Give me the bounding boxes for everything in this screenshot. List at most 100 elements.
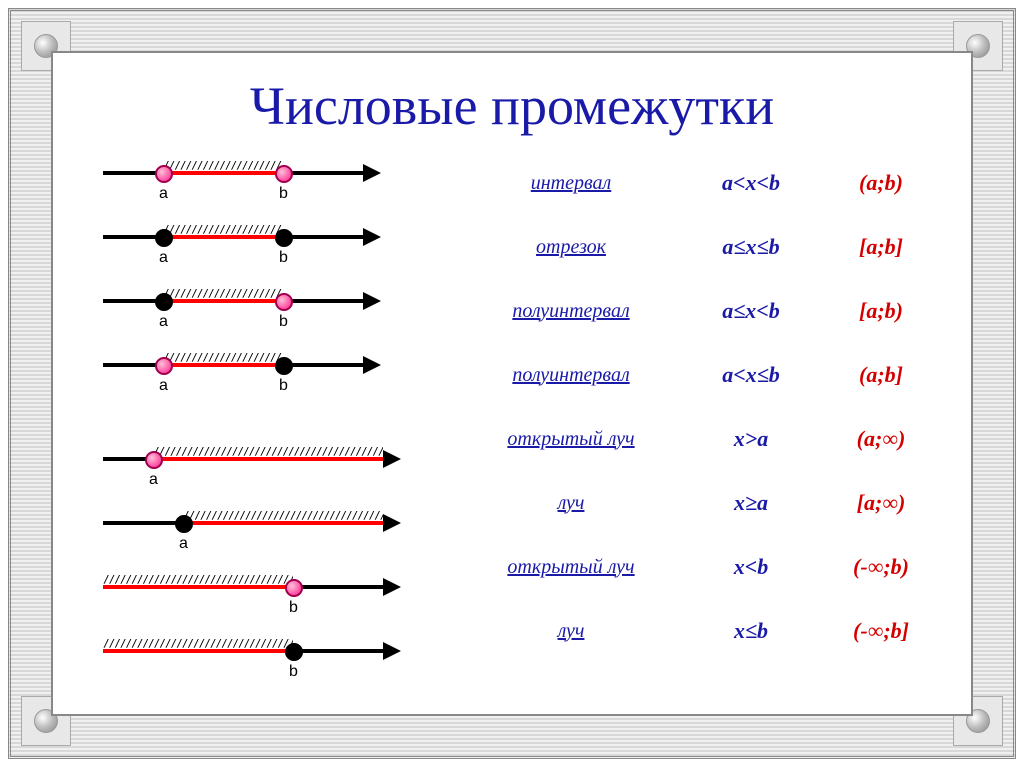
hatch-marks: ////////////////////////////////////////… [163,287,283,299]
interval-name: луч [461,620,681,643]
point-label: a [159,313,168,331]
diagrams-column: ////////////////////////////////////////… [83,145,461,691]
point-label: b [289,599,298,617]
closed-point-icon [275,229,293,247]
interval-segment [163,171,283,175]
closed-point-icon [175,515,193,533]
diagram-row: ////////////////////////////////////////… [83,627,461,691]
interval-name: полуинтервал [461,300,681,323]
point-label: a [159,185,168,203]
definition-row: интервалa<x<b(a;b) [461,151,941,215]
interval-notation: (-∞;b] [821,618,941,644]
arrowhead-icon [363,356,381,374]
interval-segment [153,457,383,461]
arrowhead-icon [383,578,401,596]
number-line-diagram: ////////////////////////////////////////… [103,631,423,687]
content-panel: Числовые промежутки ////////////////////… [51,51,973,716]
open-point-icon [155,357,173,375]
open-point-icon [275,293,293,311]
interval-name: интервал [461,172,681,195]
inequality-notation: x≥a [681,490,821,516]
hatch-marks: ////////////////////////////////////////… [103,637,293,649]
diagram-row: ////////////////////////////////////////… [83,435,461,499]
arrowhead-icon [363,164,381,182]
inequality-notation: x≤b [681,618,821,644]
definition-row: полуинтервалa≤x<b[a;b) [461,279,941,343]
point-label: b [279,249,288,267]
decorative-frame-outer: Числовые промежутки ////////////////////… [8,8,1016,759]
interval-name: луч [461,492,681,515]
content-columns: ////////////////////////////////////////… [53,145,971,691]
number-line-diagram: ////////////////////////////////////////… [103,281,423,337]
interval-name: открытый луч [461,556,681,579]
hatch-marks: ////////////////////////////////////////… [103,573,293,585]
point-label: a [179,535,188,553]
point-label: a [149,471,158,489]
interval-notation: [a;b) [821,298,941,324]
inequality-notation: a≤x<b [681,298,821,324]
inequality-notation: x>a [681,426,821,452]
closed-point-icon [275,357,293,375]
point-label: b [279,185,288,203]
page-title: Числовые промежутки [53,75,971,137]
hatch-marks: ////////////////////////////////////////… [163,223,283,235]
interval-notation: [a;b] [821,234,941,260]
interval-notation: (-∞;b) [821,554,941,580]
arrowhead-icon [383,642,401,660]
point-label: b [289,663,298,681]
number-line-diagram: ////////////////////////////////////////… [103,153,423,209]
diagram-row: ////////////////////////////////////////… [83,563,461,627]
point-label: b [279,313,288,331]
arrowhead-icon [363,228,381,246]
interval-name: открытый луч [461,428,681,451]
interval-segment [163,235,283,239]
open-point-icon [285,579,303,597]
closed-point-icon [155,229,173,247]
hatch-marks: ////////////////////////////////////////… [163,159,283,171]
interval-notation: (a;∞) [821,426,941,452]
number-line-diagram: ////////////////////////////////////////… [103,439,423,495]
inequality-notation: a<x≤b [681,362,821,388]
inequality-notation: a≤x≤b [681,234,821,260]
open-point-icon [155,165,173,183]
interval-segment [163,299,283,303]
interval-notation: (a;b] [821,362,941,388]
inequality-notation: a<x<b [681,170,821,196]
inequality-notation: x<b [681,554,821,580]
diagram-row: ////////////////////////////////////////… [83,213,461,277]
point-label: b [279,377,288,395]
number-line-diagram: ////////////////////////////////////////… [103,345,423,401]
hatch-marks: ////////////////////////////////////////… [163,351,283,363]
interval-segment [103,649,293,653]
diagram-row: ////////////////////////////////////////… [83,341,461,405]
interval-name: отрезок [461,236,681,259]
closed-point-icon [285,643,303,661]
definition-row: лучx≤b(-∞;b] [461,599,941,663]
interval-segment [183,521,383,525]
definition-row: лучx≥a[a;∞) [461,471,941,535]
hatch-marks: ////////////////////////////////////////… [153,445,383,457]
diagram-row: ////////////////////////////////////////… [83,277,461,341]
interval-segment [103,585,293,589]
arrowhead-icon [383,514,401,532]
point-label: a [159,249,168,267]
open-point-icon [275,165,293,183]
diagram-row: ////////////////////////////////////////… [83,149,461,213]
arrowhead-icon [363,292,381,310]
definitions-column: интервалa<x<b(a;b)отрезокa≤x≤b[a;b]полуи… [461,145,941,691]
interval-name: полуинтервал [461,364,681,387]
definition-row: отрезокa≤x≤b[a;b] [461,215,941,279]
definition-row: полуинтервалa<x≤b(a;b] [461,343,941,407]
closed-point-icon [155,293,173,311]
definition-row: открытый лучx>a(a;∞) [461,407,941,471]
number-line-diagram: ////////////////////////////////////////… [103,503,423,559]
interval-notation: [a;∞) [821,490,941,516]
definition-row: открытый лучx<b(-∞;b) [461,535,941,599]
number-line-diagram: ////////////////////////////////////////… [103,567,423,623]
interval-notation: (a;b) [821,170,941,196]
point-label: a [159,377,168,395]
diagram-row: ////////////////////////////////////////… [83,499,461,563]
interval-segment [163,363,283,367]
number-line-diagram: ////////////////////////////////////////… [103,217,423,273]
open-point-icon [145,451,163,469]
